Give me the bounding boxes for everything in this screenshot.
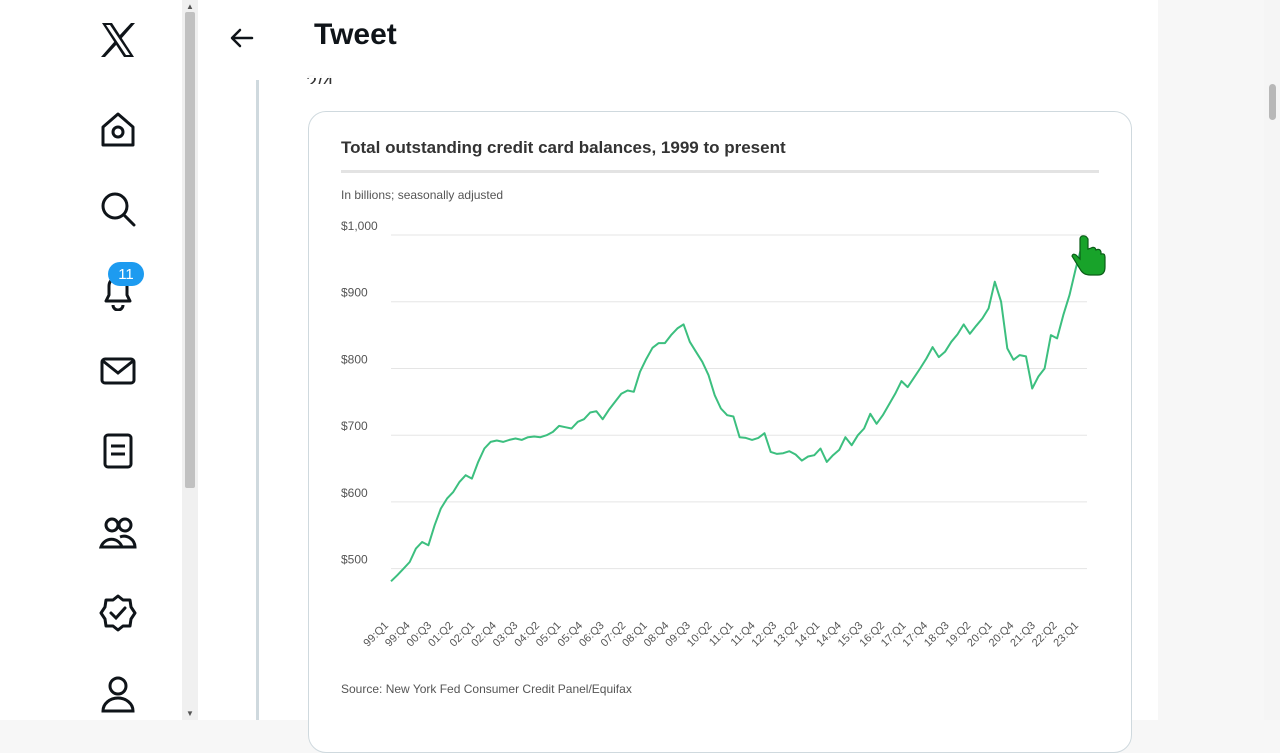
communities-icon[interactable] bbox=[96, 510, 140, 554]
x-tick-label: 10:Q2 bbox=[685, 620, 715, 650]
scroll-down-icon[interactable]: ▼ bbox=[186, 709, 194, 718]
y-tick-label: $600 bbox=[341, 486, 368, 500]
y-tick-label: $900 bbox=[341, 286, 368, 300]
sidebar-scrollbar[interactable]: ▲ ▼ bbox=[182, 0, 198, 720]
back-arrow-icon bbox=[230, 28, 254, 48]
hand-cursor-icon bbox=[1071, 235, 1106, 276]
chart-title: Total outstanding credit card balances, … bbox=[341, 138, 786, 157]
page-scrollbar-thumb[interactable] bbox=[1269, 84, 1276, 120]
line-chart: $500$600$700$800$900$1,00099:Q199:Q400:Q… bbox=[341, 219, 1106, 650]
y-tick-label: $1,000 bbox=[341, 219, 378, 233]
main-column: 2/4 Total outstanding credit card balanc… bbox=[198, 0, 1158, 753]
y-tick-label: $800 bbox=[341, 352, 368, 366]
home-icon[interactable] bbox=[96, 107, 140, 151]
chart-card[interactable]: Total outstanding credit card balances, … bbox=[308, 111, 1132, 753]
page-scrollbar[interactable] bbox=[1264, 0, 1280, 720]
y-tick-label: $700 bbox=[341, 419, 368, 433]
y-tick-label: $500 bbox=[341, 553, 368, 567]
thread-line bbox=[256, 80, 259, 720]
notification-badge: 11 bbox=[108, 262, 144, 286]
chart-source: Source: New York Fed Consumer Credit Pan… bbox=[341, 682, 632, 696]
lists-icon[interactable] bbox=[96, 429, 140, 473]
page-title: Tweet bbox=[314, 18, 397, 51]
right-area bbox=[1158, 0, 1264, 720]
chart-title-rule bbox=[341, 170, 1099, 173]
chart-subtitle: In billions; seasonally adjusted bbox=[341, 188, 504, 202]
x-tick-label: 23:Q1 bbox=[1051, 620, 1081, 650]
sidebar: 11 bbox=[0, 0, 182, 720]
scroll-up-icon[interactable]: ▲ bbox=[186, 2, 194, 11]
header: Tweet bbox=[198, 0, 1158, 78]
x-logo-icon[interactable] bbox=[96, 18, 140, 62]
verified-icon[interactable] bbox=[96, 591, 140, 635]
series-line bbox=[390, 244, 1083, 583]
mail-icon[interactable] bbox=[96, 349, 140, 393]
profile-icon[interactable] bbox=[96, 672, 140, 716]
back-button[interactable] bbox=[224, 20, 260, 56]
search-icon[interactable] bbox=[96, 187, 140, 231]
sidebar-scrollbar-thumb[interactable] bbox=[185, 12, 195, 488]
